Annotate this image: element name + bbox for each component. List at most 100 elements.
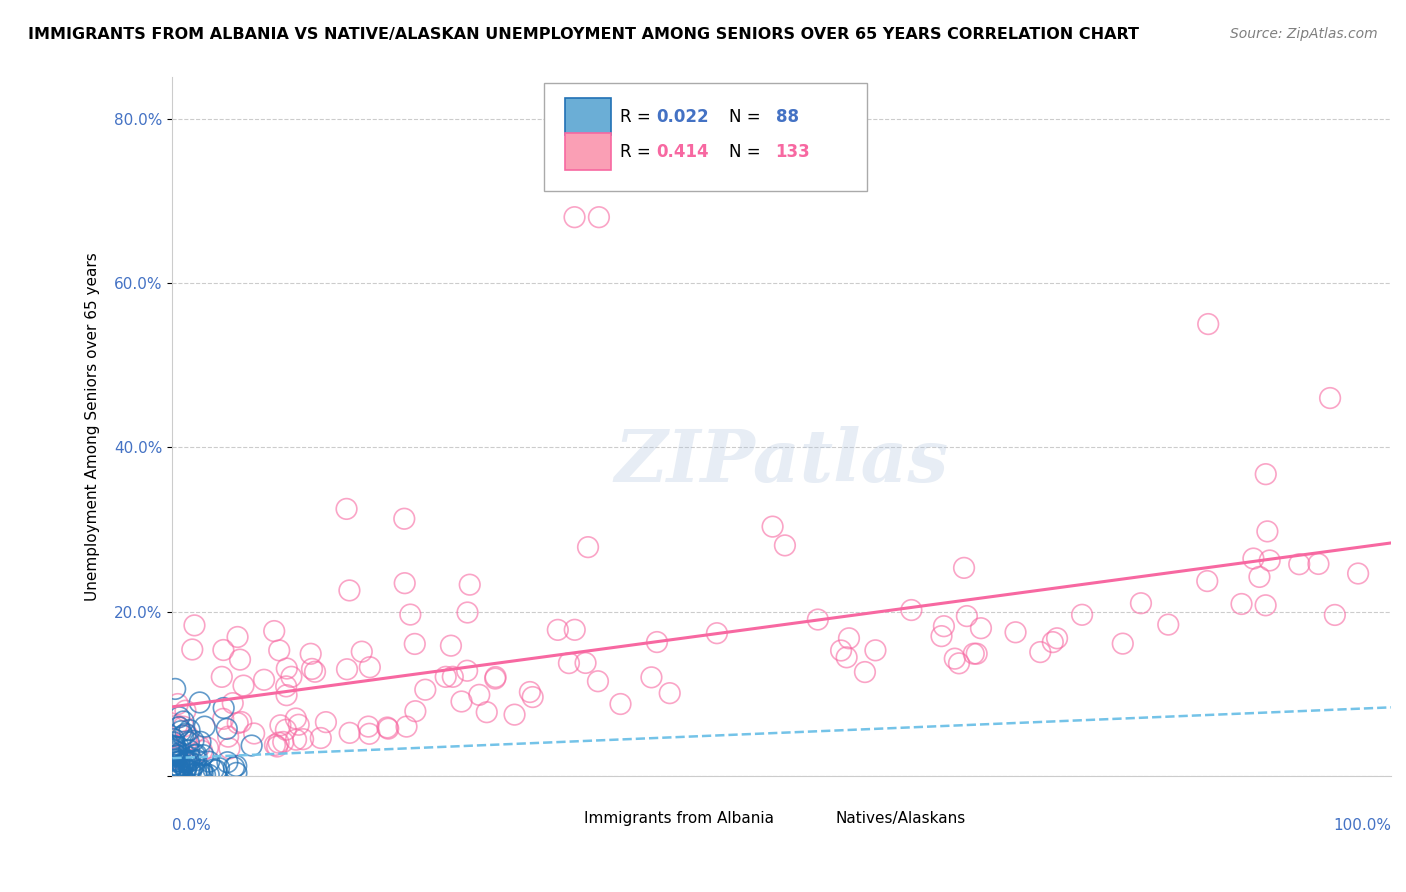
Point — [304, 665, 326, 679]
Point — [222, 760, 245, 774]
Point — [276, 661, 298, 675]
Point — [165, 761, 187, 775]
Point — [285, 732, 308, 747]
Point — [188, 696, 211, 710]
Point — [174, 763, 197, 777]
Point — [456, 664, 478, 678]
Point — [167, 740, 190, 755]
Point — [1254, 599, 1277, 613]
Text: Natives/Alaskans: Natives/Alaskans — [835, 811, 966, 826]
Point — [1319, 391, 1341, 405]
Text: R =: R = — [620, 108, 655, 126]
Point — [167, 749, 190, 764]
Point — [215, 722, 238, 736]
Point — [186, 753, 208, 767]
Point — [229, 652, 252, 666]
Point — [232, 679, 254, 693]
Point — [163, 757, 186, 772]
Point — [280, 670, 302, 684]
Point — [222, 696, 245, 710]
Point — [186, 766, 208, 780]
Point — [956, 609, 979, 624]
Point — [274, 723, 297, 737]
Point — [1230, 597, 1253, 611]
Point — [1112, 637, 1135, 651]
Point — [457, 606, 479, 620]
Point — [183, 618, 205, 632]
Point — [1347, 566, 1369, 581]
Point — [163, 751, 186, 765]
Point — [165, 752, 187, 766]
FancyBboxPatch shape — [789, 803, 832, 833]
Point — [336, 662, 359, 676]
Point — [225, 765, 247, 780]
Point — [186, 747, 208, 762]
Point — [299, 647, 322, 661]
Point — [253, 673, 276, 687]
Point — [830, 643, 852, 657]
Text: Immigrants from Albania: Immigrants from Albania — [585, 811, 775, 826]
Point — [558, 656, 581, 670]
Point — [350, 645, 373, 659]
Point — [339, 726, 361, 740]
Point — [357, 720, 380, 734]
Point — [359, 727, 381, 741]
Point — [276, 679, 298, 693]
Point — [547, 623, 569, 637]
Point — [162, 769, 184, 783]
Point — [165, 768, 187, 782]
Point — [184, 748, 207, 763]
Point — [1258, 553, 1281, 567]
Point — [399, 607, 422, 622]
Point — [284, 712, 307, 726]
Point — [948, 657, 970, 671]
Point — [503, 707, 526, 722]
Point — [169, 764, 191, 778]
Point — [640, 670, 662, 684]
Point — [170, 724, 193, 739]
Point — [162, 764, 184, 779]
Point — [190, 735, 212, 749]
Point — [194, 768, 217, 782]
Point — [586, 674, 609, 689]
Point — [167, 720, 190, 734]
Point — [167, 764, 190, 778]
Text: ZIPatlas: ZIPatlas — [614, 426, 949, 497]
Point — [179, 750, 201, 764]
Point — [177, 743, 200, 757]
Point — [162, 758, 184, 772]
Point — [1042, 635, 1064, 649]
Point — [162, 739, 184, 753]
Point — [166, 748, 188, 763]
Point — [450, 694, 472, 708]
Point — [179, 764, 201, 778]
Point — [1249, 570, 1271, 584]
Point — [1288, 558, 1310, 572]
Point — [167, 755, 190, 769]
Point — [1323, 607, 1346, 622]
Point — [1129, 596, 1152, 610]
Point — [179, 754, 201, 768]
Point — [174, 754, 197, 768]
Point — [165, 739, 187, 754]
Point — [853, 665, 876, 679]
Point — [309, 731, 332, 745]
Point — [169, 746, 191, 760]
Point — [1241, 551, 1264, 566]
Y-axis label: Unemployment Among Seniors over 65 years: Unemployment Among Seniors over 65 years — [86, 252, 100, 601]
Point — [267, 736, 290, 750]
Point — [176, 755, 198, 769]
Point — [807, 613, 830, 627]
Point — [658, 686, 681, 700]
Point — [404, 704, 426, 718]
Point — [835, 650, 858, 665]
Point — [263, 624, 285, 638]
Point — [191, 763, 214, 777]
Point — [217, 730, 239, 744]
Point — [181, 642, 204, 657]
Point — [176, 728, 198, 742]
Point — [183, 734, 205, 748]
Point — [218, 741, 240, 756]
Point — [963, 647, 986, 661]
Point — [165, 755, 187, 769]
